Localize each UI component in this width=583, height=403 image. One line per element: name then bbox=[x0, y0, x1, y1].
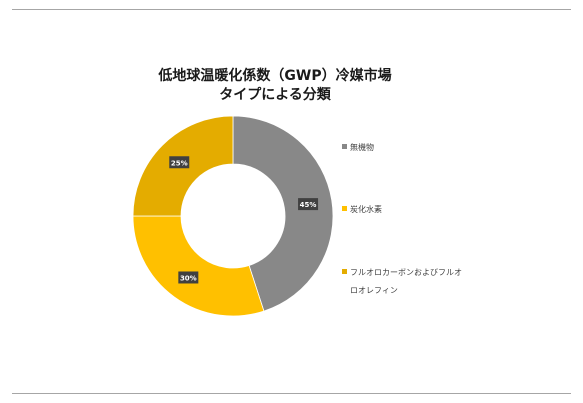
pie-slice-1 bbox=[132, 215, 265, 317]
legend-swatch-inorganic bbox=[342, 144, 347, 149]
legend-swatch-fluorocarbon bbox=[342, 269, 347, 274]
data-label-2: 25% bbox=[169, 156, 190, 169]
data-label-box-2 bbox=[169, 156, 190, 169]
data-label-0: 45% bbox=[298, 198, 319, 211]
legend-item-fluorocarbon: フルオロカーボンおよびフルオ ロオレフィン bbox=[342, 266, 490, 298]
data-label-text-2: 25% bbox=[171, 159, 188, 167]
data-label-text-1: 30% bbox=[180, 274, 197, 282]
data-label-box-1 bbox=[178, 271, 199, 284]
pie-slice-0 bbox=[232, 115, 334, 312]
legend-item-hydrocarbon: 炭化水素 bbox=[342, 203, 490, 217]
chart-title-line-2: タイプによる分類 bbox=[219, 87, 331, 103]
legend-label-inorganic: 無機物 bbox=[350, 143, 374, 152]
legend-label-fluorocarbon-line-2: ロオレフィン bbox=[350, 286, 398, 295]
chart-title: 低地球温暖化係数（GWP）冷媒市場 タイプによる分類 bbox=[110, 67, 440, 105]
top-divider bbox=[12, 9, 571, 10]
bottom-divider bbox=[12, 393, 571, 394]
legend-label-hydrocarbon: 炭化水素 bbox=[350, 205, 382, 214]
legend-label-fluorocarbon: フルオロカーボンおよびフルオ ロオレフィン bbox=[350, 266, 490, 298]
chart-title-line-1: 低地球温暖化係数（GWP）冷媒市場 bbox=[158, 68, 392, 84]
data-label-box-0 bbox=[298, 198, 319, 211]
legend-label-fluorocarbon-line-1: フルオロカーボンおよびフルオ bbox=[350, 268, 462, 277]
legend-swatch-hydrocarbon bbox=[342, 206, 347, 211]
data-label-1: 30% bbox=[178, 271, 199, 284]
legend-item-inorganic: 無機物 bbox=[342, 141, 490, 155]
data-label-text-0: 45% bbox=[300, 201, 317, 209]
